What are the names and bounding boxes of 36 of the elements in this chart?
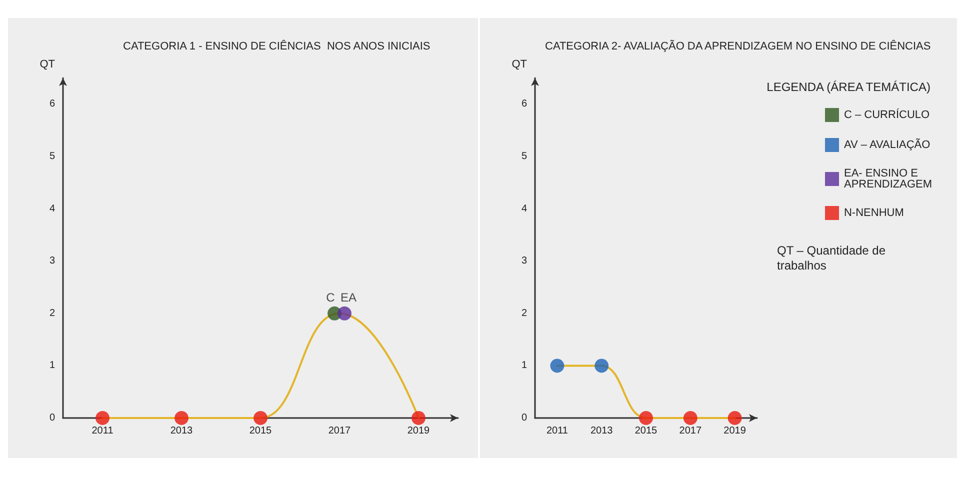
y-axis-title: QT: [40, 58, 56, 70]
annotation: C: [326, 290, 336, 304]
x-tick-label: 2013: [170, 426, 194, 436]
x-tick-label: 2011: [92, 426, 114, 436]
x-tick-label: 2011: [546, 426, 568, 436]
chart-title: CATEGORIA 1 - ENSINO DE CIÊNCIAS NOS ANOS INICIAIS: [123, 40, 430, 52]
x-tick-label: 2015: [634, 426, 658, 436]
y-tick-label: 5: [49, 150, 56, 162]
y-tick-label: 6: [49, 98, 56, 110]
legend-title: LEGENDA (ÁREA TEMÁTICA): [766, 80, 930, 94]
y-tick-label: 3: [49, 256, 56, 267]
x-tick-label: 2017: [679, 426, 702, 436]
legend-label: N-NENHUM: [844, 207, 904, 219]
y-tick-label: 5: [521, 150, 528, 162]
x-tick-label: 2019: [724, 426, 746, 436]
x-tick-label: 2013: [590, 426, 614, 436]
text: QT – Quantidade de trabalhos: [777, 244, 889, 272]
y-tick-label: 3: [521, 256, 528, 267]
y-tick-label: 4: [521, 203, 528, 214]
legend-label: AV – AVALIAÇÃO: [844, 138, 931, 151]
y-axis-title: QT: [512, 58, 528, 70]
y-tick-label: 1: [521, 360, 528, 372]
y-tick-label: 2: [521, 308, 528, 319]
legend-label: C – CURRÍCULO: [844, 108, 930, 121]
legend-label: EA- ENSINO E APRENDIZAGEM: [844, 168, 932, 190]
y-tick-label: 0: [521, 412, 528, 424]
chart-title: CATEGORIA 2- AVALIAÇÃO DA APRENDIZAGEM NO ENSINO DE CIÊNCIAS: [545, 40, 931, 52]
x-tick-label: 2019: [407, 426, 430, 436]
x-tick-label: 2017: [328, 426, 352, 436]
annotation: EA: [340, 290, 357, 304]
y-tick-label: 2: [49, 308, 56, 319]
x-tick-label: 2015: [249, 426, 272, 436]
y-tick-label: 1: [49, 360, 56, 372]
y-tick-label: 4: [49, 203, 56, 214]
y-tick-label: 6: [521, 98, 528, 110]
y-tick-label: 0: [49, 412, 56, 424]
